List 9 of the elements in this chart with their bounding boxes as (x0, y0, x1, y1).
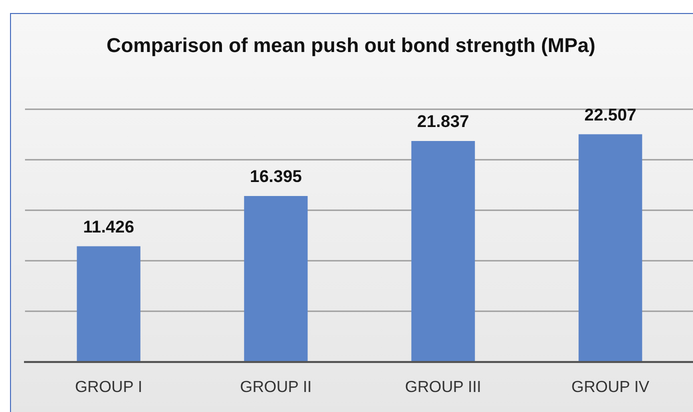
x-tick-label: GROUP III (405, 378, 482, 396)
chart-title: Comparison of mean push out bond strength (MPa) (106, 34, 596, 59)
data-label: 11.426 (83, 217, 134, 236)
data-label: 22.507 (584, 105, 636, 124)
data-label: 21.837 (417, 112, 470, 132)
x-tick-label: GROUP II (240, 378, 312, 396)
x-tick-label: GROUP I (74, 378, 142, 396)
data-label: 16.395 (250, 167, 302, 186)
x-tick-label: GROUP IV (571, 378, 650, 396)
